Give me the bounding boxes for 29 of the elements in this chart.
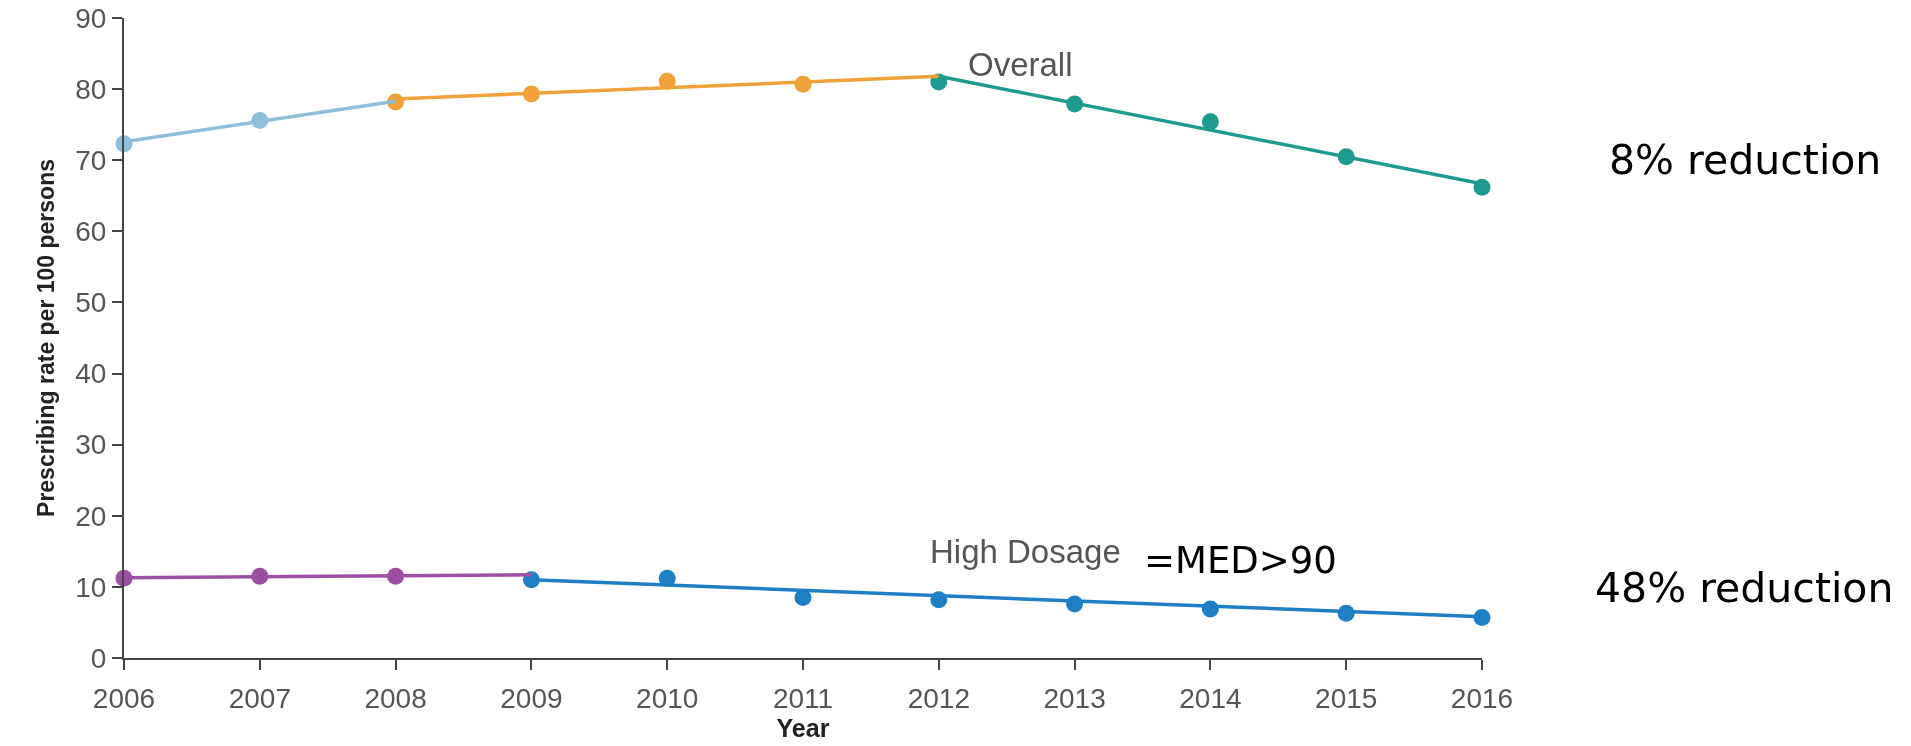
annotation: Overall	[968, 46, 1073, 83]
y-tick-label: 0	[90, 642, 107, 674]
annotation: High Dosage	[930, 533, 1121, 570]
y-axis-title: Prescribing rate per 100 persons	[33, 159, 60, 517]
text: 48% reduction	[1595, 564, 1894, 612]
point	[1201, 113, 1219, 131]
y-tick-label: 40	[75, 358, 107, 390]
y-tick-label: 50	[75, 287, 107, 319]
text: 8% reduction	[1609, 136, 1882, 184]
x-tick-label: 2016	[1450, 682, 1514, 714]
x-tick-label: 2008	[364, 682, 427, 714]
x-tick-label: 2007	[228, 682, 291, 714]
x-axis-title: Year	[776, 713, 830, 742]
y-tick-label: 80	[75, 73, 107, 105]
x-tick-label: 2011	[772, 682, 834, 714]
x-tick-label: 2009	[500, 682, 563, 714]
y-tick-label: 90	[75, 2, 107, 34]
y-tick-label: 30	[75, 429, 107, 461]
x-tick-label: 2012	[907, 682, 970, 714]
y-tick-label: 60	[75, 216, 107, 248]
y-tick-label: 70	[75, 145, 107, 177]
x-tick-label: 2013	[1043, 682, 1106, 714]
x-tick-label: 2010	[636, 682, 699, 714]
annotation: =MED>90	[1144, 539, 1337, 582]
y-tick-label: 10	[75, 571, 107, 603]
x-tick-label: 2006	[92, 682, 156, 714]
x-tick-label: 2014	[1179, 682, 1242, 714]
x-tick-label: 2015	[1315, 682, 1378, 714]
y-tick-label: 20	[75, 500, 107, 532]
